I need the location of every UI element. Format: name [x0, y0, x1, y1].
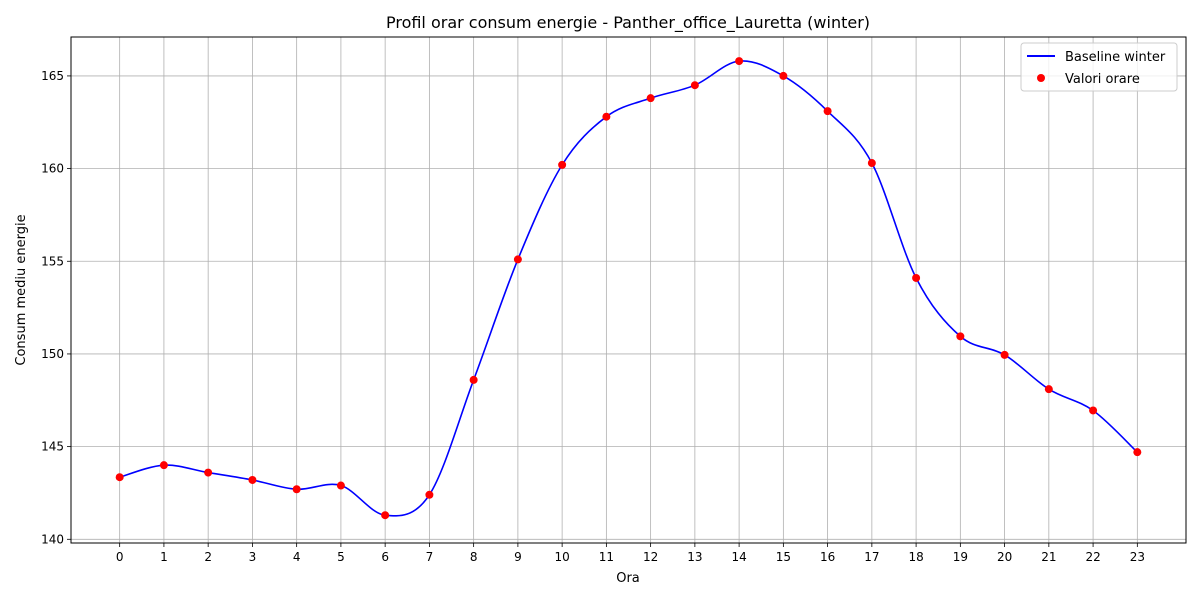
scatter-point — [513, 255, 522, 264]
scatter-point — [602, 112, 611, 121]
scatter-point — [292, 485, 301, 494]
y-tick-label: 160 — [41, 162, 64, 176]
x-axis-title: Ora — [616, 571, 640, 586]
y-tick-label: 165 — [41, 69, 64, 83]
x-tick-label: 0 — [116, 550, 124, 564]
x-tick-label: 6 — [381, 550, 389, 564]
scatter-point — [336, 481, 345, 490]
legend-label-scatter: Valori orare — [1065, 72, 1140, 87]
x-tick-label: 7 — [426, 550, 434, 564]
scatter-point — [115, 473, 124, 482]
x-tick-label: 16 — [820, 550, 835, 564]
scatter-point — [204, 468, 213, 477]
x-tick-label: 8 — [470, 550, 478, 564]
x-tick-label: 17 — [864, 550, 879, 564]
scatter-point — [646, 94, 655, 103]
plot-area — [115, 57, 1142, 520]
legend: Baseline winter Valori orare — [1020, 42, 1178, 92]
x-tick-label: 13 — [687, 550, 702, 564]
x-tick-label: 21 — [1041, 550, 1056, 564]
scatter-point — [1133, 448, 1142, 457]
plot-frame — [70, 36, 1187, 544]
series-line-baseline-winter — [119, 60, 1138, 517]
scatter-point — [912, 273, 921, 282]
grid — [71, 37, 1186, 543]
legend-dot-swatch — [1037, 74, 1045, 82]
y-tick-label: 140 — [41, 532, 64, 546]
chart-title: Profil orar consum energie - Panther_off… — [386, 13, 870, 33]
legend-box — [1020, 42, 1178, 92]
scatter-point — [1044, 385, 1053, 394]
x-tick-label: 12 — [643, 550, 658, 564]
scatter-point — [690, 81, 699, 90]
ticks: 0 1 2 3 4 5 6 7 8 9 10 11 12 13 14 15 16 17 18 19 20 21 22 2314… — [41, 69, 1145, 564]
x-tick-label: 2 — [204, 550, 212, 564]
scatter-point — [1000, 350, 1009, 359]
x-tick-label: 14 — [731, 550, 746, 564]
scatter-point — [735, 57, 744, 66]
scatter-point — [381, 511, 390, 520]
x-tick-label: 9 — [514, 550, 522, 564]
x-tick-label: 20 — [997, 550, 1012, 564]
scatter-point — [956, 332, 965, 341]
y-tick-label: 150 — [41, 347, 64, 361]
scatter-point — [159, 461, 168, 470]
y-tick-label: 155 — [41, 254, 64, 268]
x-tick-label: 18 — [908, 550, 923, 564]
scatter-point — [248, 475, 257, 484]
y-axis-title: Consum mediu energie — [14, 214, 29, 365]
scatter-point — [867, 159, 876, 168]
scatter-point — [779, 71, 788, 80]
scatter-point — [823, 107, 832, 116]
x-tick-label: 3 — [249, 550, 257, 564]
x-tick-label: 1 — [160, 550, 168, 564]
x-tick-label: 4 — [293, 550, 301, 564]
legend-label-line: Baseline winter — [1065, 50, 1166, 65]
scatter-point — [558, 160, 567, 169]
x-tick-label: 10 — [554, 550, 569, 564]
x-tick-label: 23 — [1130, 550, 1145, 564]
scatter-point — [469, 375, 478, 384]
x-tick-label: 15 — [776, 550, 791, 564]
scatter-point — [1089, 406, 1098, 415]
y-tick-label: 145 — [41, 440, 64, 454]
x-tick-label: 22 — [1085, 550, 1100, 564]
x-tick-label: 11 — [599, 550, 614, 564]
scatter-point — [425, 490, 434, 499]
x-tick-label: 5 — [337, 550, 345, 564]
x-tick-label: 19 — [953, 550, 968, 564]
